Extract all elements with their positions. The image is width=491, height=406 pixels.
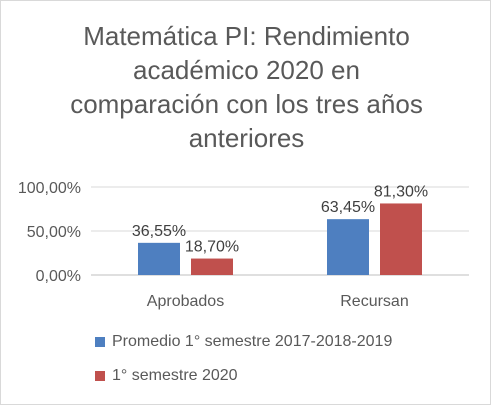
y-tick-label: 50,00%	[27, 224, 81, 241]
legend-label: 1° semestre 2020	[112, 367, 238, 384]
chart-title: Matemática PI: Rendimiento académico 202…	[1, 19, 491, 155]
data-label: 63,45%	[321, 199, 375, 216]
y-tick-label: 0,00%	[36, 268, 81, 285]
x-tick-label: Recursan	[340, 293, 408, 310]
data-label: 81,30%	[374, 183, 428, 200]
legend-swatch	[95, 371, 105, 381]
bar	[138, 242, 180, 275]
bar	[191, 258, 233, 275]
bar	[380, 203, 422, 275]
x-tick-label: Aprobados	[147, 293, 224, 310]
legend-item-series-1: Promedio 1° semestre 2017-2018-2019	[95, 332, 392, 352]
chart-title-line: Matemática PI: Rendimiento	[83, 21, 410, 51]
chart-title-line: académico 2020 en	[133, 55, 360, 85]
legend-label: Promedio 1° semestre 2017-2018-2019	[112, 333, 393, 350]
data-label: 18,70%	[185, 239, 239, 256]
data-label: 36,55%	[132, 223, 186, 240]
y-tick-label: 100,00%	[18, 180, 81, 197]
legend-swatch	[95, 337, 105, 347]
bar	[327, 219, 369, 275]
chart-title-line: anteriores	[188, 123, 305, 153]
chart-title-line: comparación con los tres años	[70, 89, 423, 119]
legend-item-series-2: 1° semestre 2020	[95, 366, 238, 386]
